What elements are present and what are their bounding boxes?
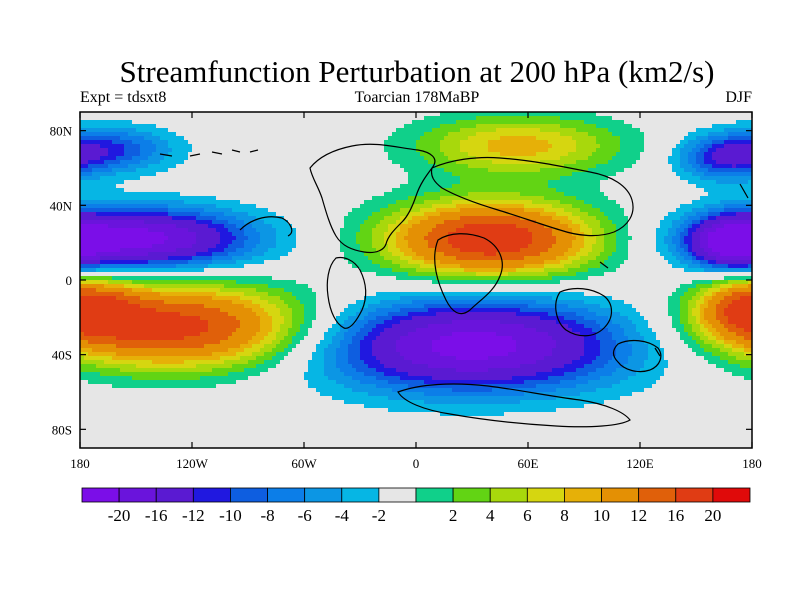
colorbar-swatch <box>452 487 491 503</box>
colorbar-label: 10 <box>593 506 610 525</box>
coast-africa <box>434 233 503 315</box>
x-tick-label: 120W <box>176 456 209 471</box>
y-tick-label: 40N <box>50 198 73 213</box>
x-tick-label: 60E <box>518 456 539 471</box>
colorbar-label: 20 <box>704 506 721 525</box>
season-label: DJF <box>725 89 752 106</box>
colorbar-swatch <box>155 487 194 503</box>
colorbar-swatch <box>267 487 306 503</box>
colorbar-label: -10 <box>219 506 242 525</box>
x-tick-label: 120E <box>626 456 654 471</box>
colorbar-swatch <box>81 487 120 503</box>
colorbar-label: 2 <box>449 506 458 525</box>
colorbar-label: 12 <box>630 506 647 525</box>
coast-south-america <box>326 256 367 329</box>
colorbar-swatch <box>192 487 231 503</box>
experiment-label: Expt = tdsxt8 <box>80 89 167 106</box>
map-axes: 180 120W 60W 0 60E 120E 180 80N 40N 0 40S 80S <box>50 112 762 471</box>
colorbar-swatch <box>601 487 640 503</box>
colorbar-label: -16 <box>145 506 168 525</box>
period-label: Toarcian 178MaBP <box>354 89 480 106</box>
coast-north-america <box>309 143 436 254</box>
coast-australia <box>612 339 662 373</box>
coast-island-4 <box>599 261 609 269</box>
colorbar-label: -12 <box>182 506 205 525</box>
coast-india <box>555 287 613 337</box>
colorbar-swatch <box>230 487 268 503</box>
colorbar-label: -4 <box>335 506 350 525</box>
plot-title: Streamfunction Perturbation at 200 hPa (… <box>119 54 715 89</box>
x-tick-label: 180 <box>70 456 90 471</box>
coast-island-1 <box>239 216 293 237</box>
colorbar-swatch <box>341 487 380 503</box>
coast-arctic-dash <box>159 149 259 157</box>
colorbar-label: -2 <box>372 506 386 525</box>
colorbar-swatch <box>304 487 343 503</box>
colorbar-swatch <box>712 487 751 503</box>
colorbar-swatch <box>638 487 677 503</box>
colorbar-swatch <box>378 487 417 503</box>
colorbar-label: -6 <box>298 506 312 525</box>
coast-eurasia <box>430 156 634 237</box>
streamfunction-field <box>80 112 752 448</box>
y-tick-label: 40S <box>52 348 72 363</box>
x-tick-label: 180 <box>742 456 762 471</box>
colorbar: -20 -16 -12 -10 -8 -6 -4 -2 2 4 6 8 10 12 16 20 <box>81 487 751 525</box>
colorbar-swatch <box>526 487 565 503</box>
y-tick-label: 0 <box>66 273 73 288</box>
colorbar-swatch <box>118 487 157 503</box>
colorbar-label: -20 <box>108 506 131 525</box>
coastlines <box>159 143 749 428</box>
colorbar-swatch <box>564 487 602 503</box>
coast-island-2 <box>654 347 661 357</box>
coast-antarctica <box>397 383 631 428</box>
x-tick-label: 0 <box>413 456 420 471</box>
colorbar-label: 6 <box>523 506 532 525</box>
y-tick-label: 80N <box>50 124 73 139</box>
colorbar-label: 4 <box>486 506 495 525</box>
colorbar-label: 8 <box>560 506 569 525</box>
coast-island-3 <box>739 183 749 199</box>
colorbar-swatch <box>675 487 714 503</box>
y-tick-label: 80S <box>52 422 72 437</box>
colorbar-label: 16 <box>667 506 684 525</box>
colorbar-label: -8 <box>260 506 274 525</box>
x-tick-label: 60W <box>291 456 317 471</box>
colorbar-swatch <box>489 487 528 503</box>
colorbar-swatch <box>415 487 454 503</box>
